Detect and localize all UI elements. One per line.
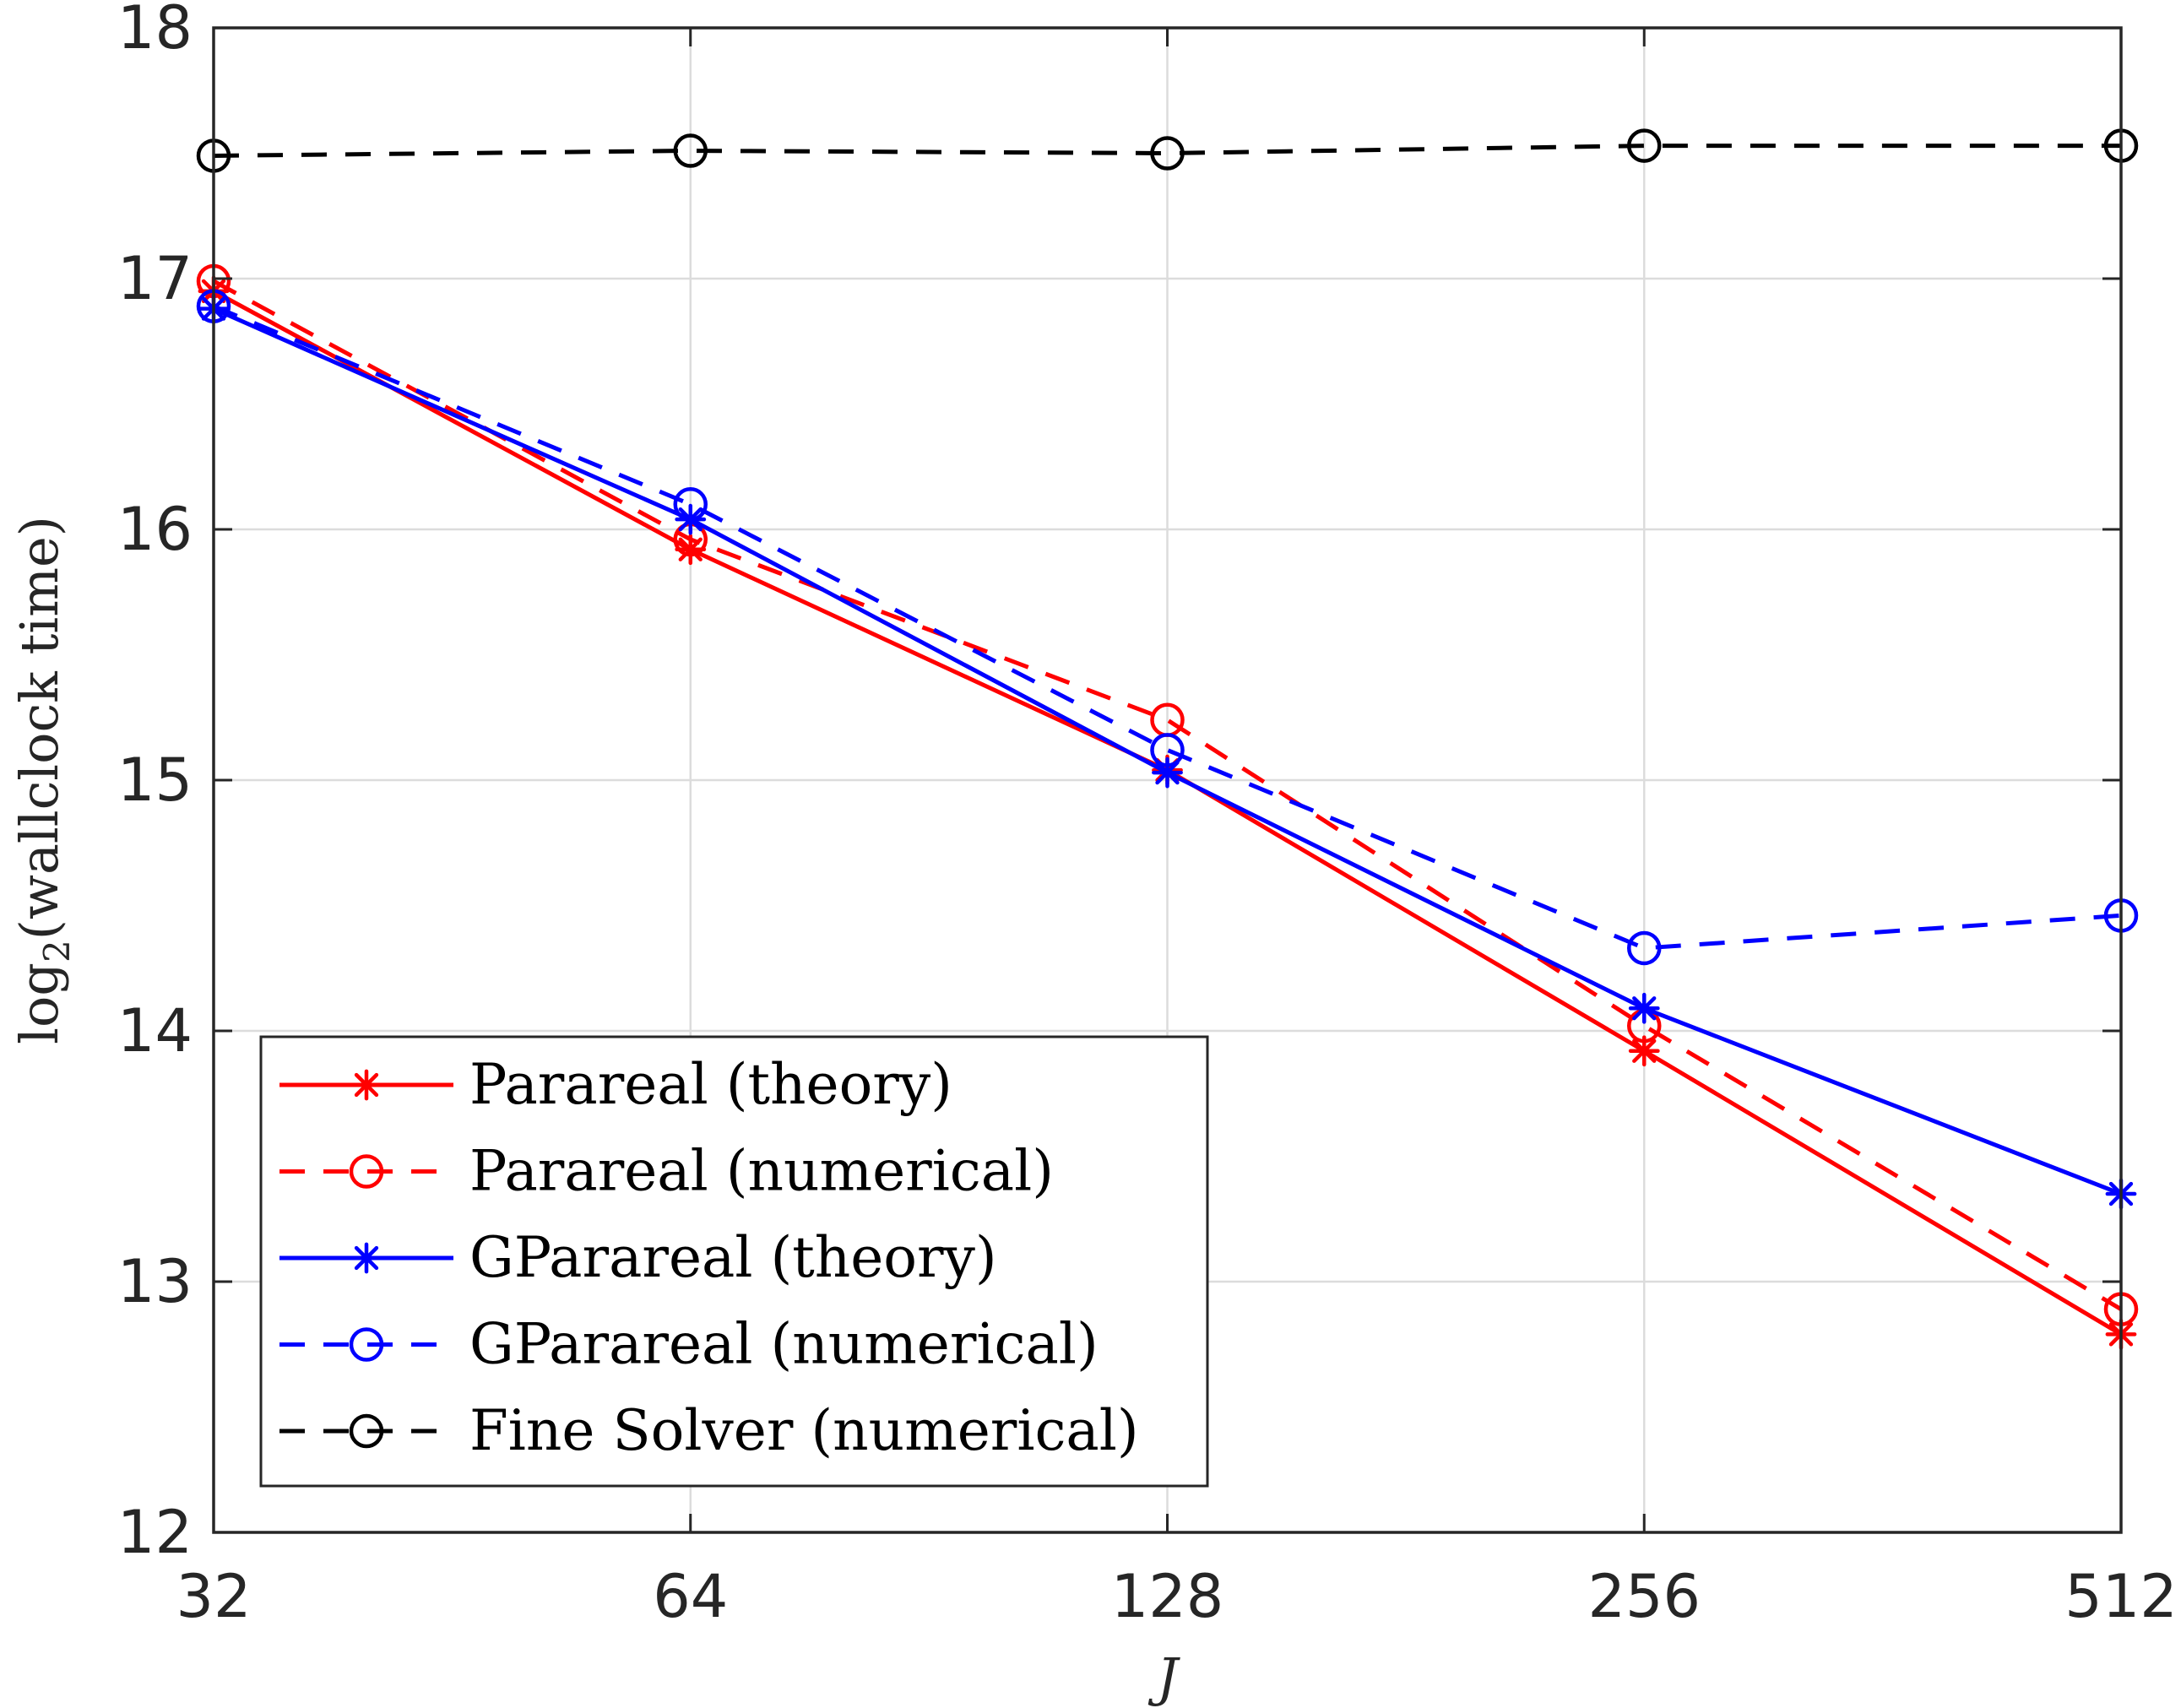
x-tick-label: 64 xyxy=(653,1562,728,1631)
x-tick-label: 32 xyxy=(176,1562,251,1631)
y-axis-title-log: log xyxy=(8,962,70,1044)
legend-marker xyxy=(349,1154,384,1189)
legend-marker xyxy=(349,1327,384,1362)
legend-box xyxy=(259,1035,1209,1488)
y-tick-label: 16 xyxy=(117,495,193,564)
legend-marker xyxy=(349,1413,384,1449)
y-tick-label: 13 xyxy=(117,1247,193,1316)
legend-label: Parareal (numerical) xyxy=(469,1139,1054,1204)
legend-label: GParareal (theory) xyxy=(469,1225,997,1290)
legend-item: GParareal (theory) xyxy=(279,1225,997,1290)
data-point xyxy=(673,133,708,168)
ticks xyxy=(212,26,2123,1534)
legend-item: Fine Solver (numerical) xyxy=(279,1398,1139,1463)
asterisk-stroke xyxy=(354,1072,379,1098)
y-tick-label: 14 xyxy=(117,996,193,1065)
tick-labels: 12 13 14 15 16 17 18 32 64 128 256 512 xyxy=(117,0,2178,1631)
asterisk-stroke xyxy=(1155,760,1180,785)
data-point xyxy=(1150,733,1185,767)
y-tick-label: 15 xyxy=(117,746,193,815)
data-point xyxy=(1627,930,1662,966)
legend-label: Fine Solver (numerical) xyxy=(469,1398,1139,1463)
asterisk-stroke xyxy=(354,1245,379,1271)
legend-item: Parareal (theory) xyxy=(279,1052,952,1117)
y-tick-label: 12 xyxy=(117,1498,193,1567)
y-axis-title: log2(wallclock time) xyxy=(8,516,78,1044)
y-tick-label: 18 xyxy=(117,0,193,62)
legend-item: Parareal (numerical) xyxy=(279,1139,1054,1204)
legend-marker xyxy=(350,1242,382,1274)
legend-marker xyxy=(350,1069,382,1101)
data-point xyxy=(673,487,708,522)
legend-item: GParareal (numerical) xyxy=(279,1312,1099,1377)
y-axis-title-subscript: 2 xyxy=(36,940,78,962)
asterisk-stroke xyxy=(1632,996,1657,1021)
x-tick-label: 256 xyxy=(1587,1562,1701,1631)
data-point xyxy=(1628,1035,1660,1067)
y-tick-label: 17 xyxy=(117,244,193,313)
y-axis-title-rest: (wallclock time) xyxy=(8,516,70,940)
series-line xyxy=(213,304,2122,951)
data-point xyxy=(1628,992,1660,1024)
series-line xyxy=(213,144,2121,158)
series-layer xyxy=(196,128,2139,1350)
data-point xyxy=(1627,128,1662,163)
legend-label: GParareal (numerical) xyxy=(469,1312,1099,1377)
data-point xyxy=(1150,136,1185,171)
legend: Parareal (theory) Parareal (numerical) GPa… xyxy=(259,1035,1209,1488)
legend-label: Parareal (theory) xyxy=(469,1052,952,1117)
x-tick-label: 128 xyxy=(1111,1562,1224,1631)
asterisk-stroke xyxy=(1632,1038,1657,1063)
x-tick-label: 512 xyxy=(2064,1562,2178,1631)
series-line xyxy=(212,279,2123,1311)
